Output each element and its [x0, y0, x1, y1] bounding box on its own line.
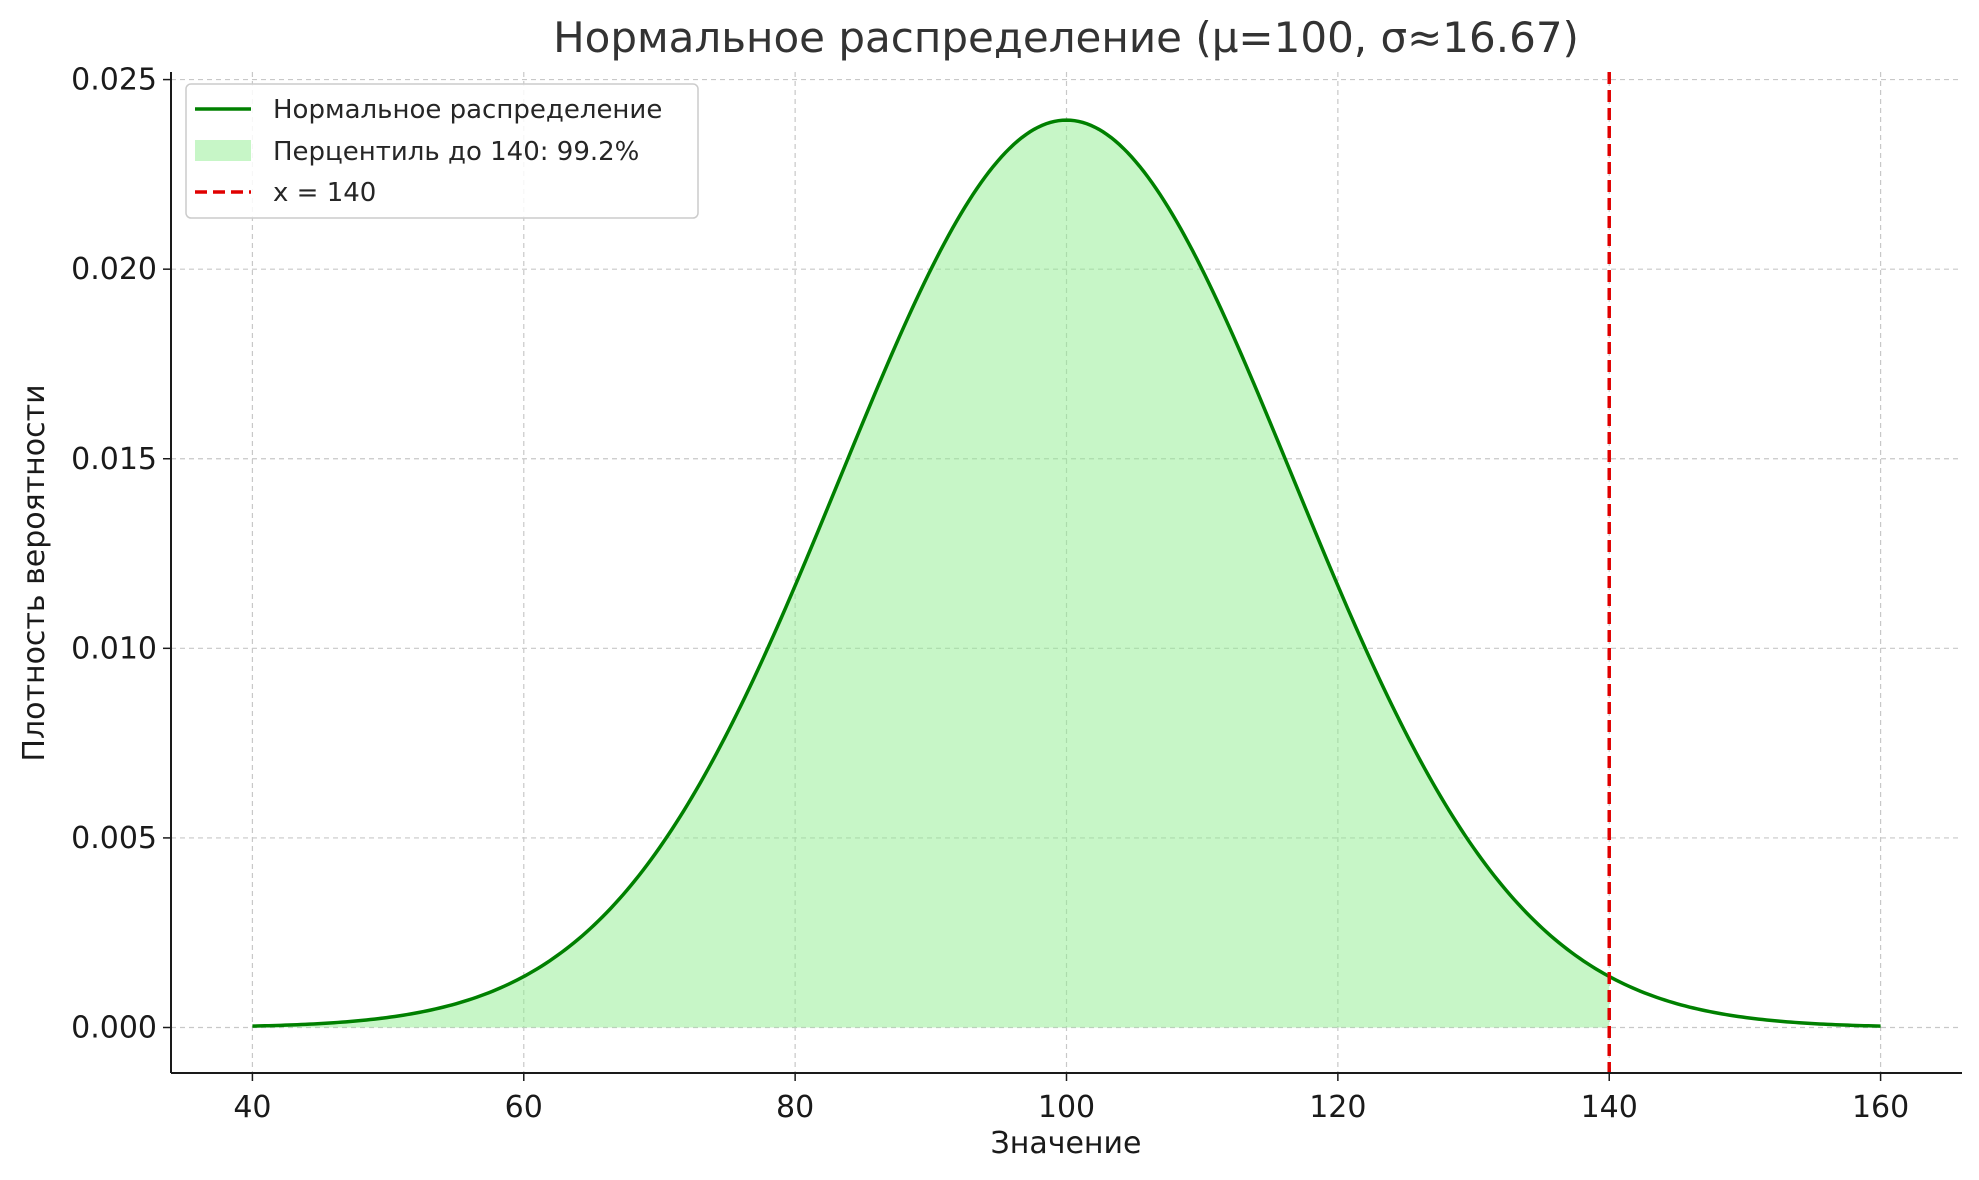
area-layer — [252, 120, 1610, 1028]
x-tick-label: 140 — [1581, 1090, 1638, 1125]
legend-box — [185, 83, 699, 219]
y-tick-label: 0.025 — [71, 63, 157, 98]
line-layer — [252, 72, 1881, 1073]
legend-label-vline: x = 140 — [273, 178, 376, 208]
chart-title: Нормальное распределение (μ=100, σ≈16.67… — [553, 13, 1579, 62]
x-tick-label: 80 — [776, 1090, 814, 1125]
x-tick-label: 120 — [1309, 1090, 1366, 1125]
y-tick-label: 0.015 — [71, 442, 157, 477]
legend-area-swatch — [195, 140, 251, 161]
y-tick-label: 0.010 — [71, 631, 157, 666]
y-axis-label: Плотность вероятности — [17, 384, 52, 761]
x-tick-label: 40 — [233, 1090, 271, 1125]
legend-label-line: Нормальное распределение — [273, 95, 662, 125]
ticks: 40 60 80 100 120 140 160 0.000 0.005 0.010 0.015 0.… — [71, 63, 1909, 1125]
x-tick-label: 60 — [505, 1090, 543, 1125]
x-tick-label: 100 — [1038, 1090, 1095, 1125]
y-tick-label: 0.000 — [71, 1011, 157, 1046]
y-tick-label: 0.020 — [71, 252, 157, 287]
legend: Нормальное распределение Перцентиль до 1… — [185, 83, 699, 219]
x-axis-label: Значение — [991, 1126, 1142, 1161]
legend-label-area: Перцентиль до 140: 99.2% — [273, 137, 639, 167]
x-tick-label: 160 — [1852, 1090, 1909, 1125]
percentile-area — [252, 120, 1610, 1028]
y-tick-label: 0.005 — [71, 821, 157, 856]
